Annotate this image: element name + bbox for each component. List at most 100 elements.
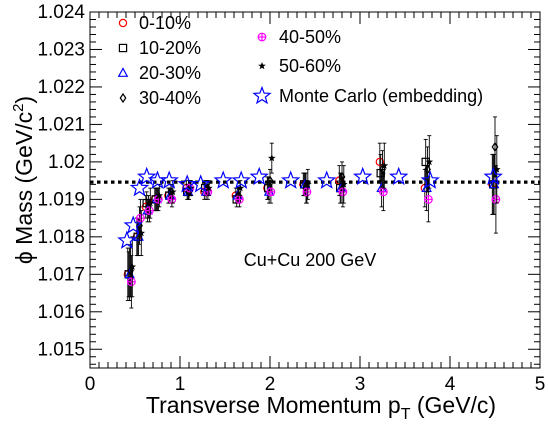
- series-3-point-8: [266, 175, 274, 186]
- series-5-point-0-shape: [128, 262, 137, 271]
- series-6-point-1-shape: [123, 215, 143, 234]
- series-2: [124, 153, 500, 301]
- series-0-point-11: [375, 157, 384, 167]
- series-6-point-10-shape: [249, 166, 269, 186]
- series-6-point-16: [483, 166, 503, 186]
- y-axis-title-main: ϕ Mass (GeV/c: [11, 112, 37, 264]
- legend-marker-6-shape: [252, 85, 272, 105]
- series-4-point-7: [234, 194, 244, 204]
- legend-entry-0: 0-10%: [118, 13, 191, 33]
- x-axis-title-main: Transverse Momentum p: [146, 392, 401, 418]
- series-6-point-14-shape: [388, 166, 409, 186]
- legend-entry-4: 40-50%: [257, 27, 341, 47]
- series-5-point-13-shape: [493, 165, 501, 173]
- series-4-point-12: [424, 194, 433, 204]
- series-3-point-8-shape: [266, 175, 274, 186]
- x-tick-label-1: 1: [175, 374, 186, 395]
- legend-marker-6: [252, 85, 272, 105]
- series-6-point-11-shape: [280, 170, 301, 189]
- series-6-point-1: [123, 215, 143, 234]
- series-5: [128, 135, 501, 298]
- series-6-point-12: [316, 170, 337, 189]
- series-5-point-4: [169, 187, 177, 196]
- series-5-point-12: [425, 157, 434, 166]
- axes-layer: 0 1 2 3 4 5 1.015 1.016 1.017 1.018 1.019 1.02 1.021…: [37, 2, 545, 395]
- y-tick-label-5: 1.02: [48, 152, 85, 173]
- legend-marker-3-shape: [119, 92, 127, 104]
- y-tick-label-3: 1.018: [37, 227, 85, 248]
- legend-marker-5: [258, 62, 266, 70]
- series-4-point-1: [135, 213, 145, 223]
- legend-label-2: 20-30%: [139, 63, 201, 83]
- data-layer: [90, 116, 540, 309]
- series-6-point-13: [352, 166, 373, 186]
- x-tick-label-0: 0: [85, 374, 96, 395]
- series-4-point-13: [491, 194, 501, 204]
- series-6-point-0: [117, 230, 137, 249]
- series-6-point-8: [213, 170, 233, 189]
- series-5-point-10-shape: [340, 180, 348, 188]
- series-6-point-13-shape: [352, 166, 373, 186]
- legend-marker-5-shape: [258, 62, 266, 70]
- series-6-point-0-shape: [117, 230, 137, 249]
- legend-label-4: 40-50%: [279, 27, 341, 47]
- y-axis-title-end: ): [11, 96, 37, 104]
- series-4-point-8: [266, 187, 276, 197]
- series-5-point-1-shape: [137, 229, 146, 237]
- series-0-point-11-shape: [375, 157, 384, 167]
- legend-label-0: 0-10%: [139, 13, 191, 33]
- series-6-point-8-shape: [213, 170, 233, 189]
- series-5-point-2-shape: [146, 199, 155, 207]
- series-5-point-4-shape: [169, 187, 177, 196]
- series-6-point-5: [159, 170, 179, 189]
- legend-label-1: 10-20%: [139, 38, 201, 58]
- legend: 0-10% 10-20% 20-30% 30-40% 40-50% 50-60% Monte…: [117, 13, 483, 108]
- series-5-point-11-shape: [380, 161, 389, 169]
- series-4-point-9: [302, 187, 312, 197]
- series-5-point-7: [236, 184, 245, 192]
- series-6-point-2: [129, 177, 150, 197]
- x-axis-title: Transverse Momentum pT (GeV/c): [146, 392, 496, 423]
- series-6-point-14: [388, 166, 409, 186]
- x-axis-title-subscript: T: [401, 406, 411, 423]
- series-6-point-2-shape: [129, 177, 150, 197]
- series-6-point-9: [231, 170, 251, 189]
- series-5-point-6-shape: [205, 184, 213, 192]
- x-tick-label-2: 2: [265, 374, 276, 395]
- legend-entry-2: 20-30%: [117, 63, 201, 83]
- series-4-point-4: [167, 194, 177, 204]
- legend-marker-1-shape: [118, 43, 128, 53]
- collision-system-annotation: Cu+Cu 200 GeV: [244, 250, 377, 270]
- y-axis-title-superscript: 2: [10, 104, 27, 112]
- series-4: [126, 165, 501, 309]
- x-tick-label-4: 4: [445, 374, 456, 395]
- series-6-point-7-shape: [190, 174, 211, 193]
- series-6-point-10: [249, 166, 269, 186]
- legend-marker-0-shape: [118, 18, 128, 28]
- series-6-point-3: [136, 166, 157, 186]
- legend-marker-2-shape: [117, 67, 129, 77]
- legend-label-3: 30-40%: [139, 88, 201, 108]
- y-tick-label-1: 1.016: [37, 302, 85, 323]
- series-5-point-8: [268, 154, 276, 162]
- y-axis-title: ϕ Mass (GeV/c2): [10, 96, 37, 264]
- series-6-point-11: [280, 170, 301, 189]
- legend-label-5: 50-60%: [279, 56, 341, 76]
- series-5-point-3-shape: [155, 191, 164, 199]
- x-tick-label-3: 3: [355, 374, 366, 395]
- x-tick-label-5: 5: [535, 374, 546, 395]
- series-5-point-6: [205, 184, 213, 192]
- series-0: [123, 142, 497, 301]
- series-5-point-12-shape: [425, 157, 434, 166]
- y-tick-label-4: 1.019: [37, 189, 85, 210]
- series-5-point-7-shape: [236, 184, 245, 192]
- series-6-point-15: [420, 170, 440, 189]
- series-6-point-7: [190, 174, 211, 193]
- y-tick-label-7: 1.022: [37, 77, 85, 98]
- series-5-point-8-shape: [268, 154, 276, 162]
- series-6-point-16-shape: [483, 166, 503, 186]
- series-5-point-13: [493, 165, 501, 173]
- series-6-point-9-shape: [231, 170, 251, 189]
- legend-entry-6: Monte Carlo (embedding): [252, 85, 483, 106]
